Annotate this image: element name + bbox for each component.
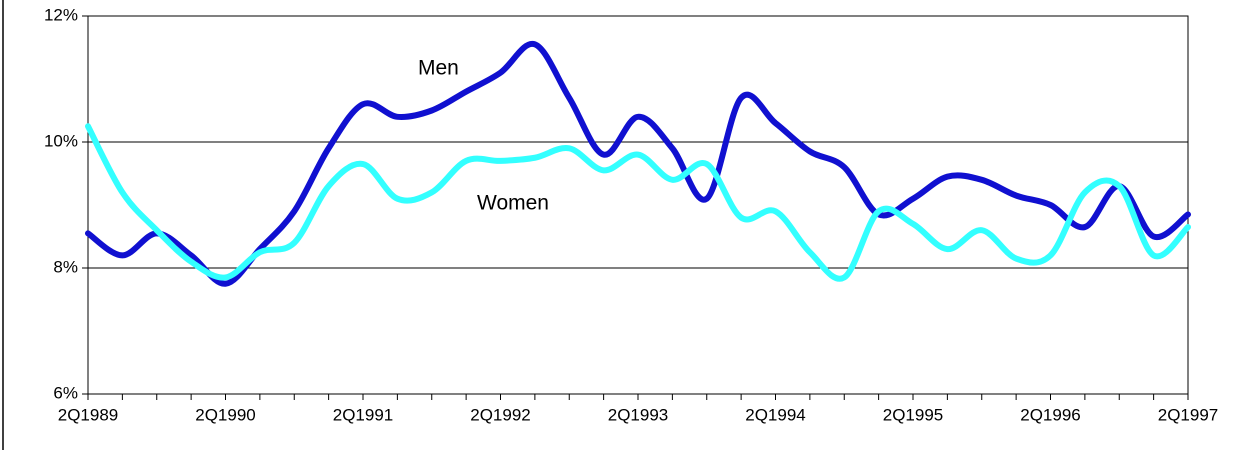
x-tick-label: 2Q1994 <box>745 405 806 424</box>
y-tick-label: 8% <box>53 257 78 276</box>
x-tick-label: 2Q1997 <box>1158 405 1219 424</box>
grid <box>82 15 1189 400</box>
y-tick-label: 12% <box>44 5 78 24</box>
series-label: Women <box>477 192 549 215</box>
x-tick-label: 2Q1993 <box>608 405 669 424</box>
y-tick-label: 6% <box>53 383 78 402</box>
x-tick-label: 2Q1992 <box>470 405 531 424</box>
series-line <box>85 123 1191 282</box>
x-tick-label: 2Q1996 <box>1020 405 1081 424</box>
series-line <box>85 41 1191 287</box>
lines <box>85 41 1191 287</box>
x-tick-label: 2Q1991 <box>333 405 394 424</box>
y-tick-label: 10% <box>44 131 78 150</box>
plot-frame <box>87 15 1189 395</box>
series-label: Men <box>418 57 459 80</box>
x-tick-label: 2Q1989 <box>58 405 119 424</box>
x-tick-label: 2Q1990 <box>195 405 256 424</box>
x-tick-label: 2Q1995 <box>883 405 944 424</box>
